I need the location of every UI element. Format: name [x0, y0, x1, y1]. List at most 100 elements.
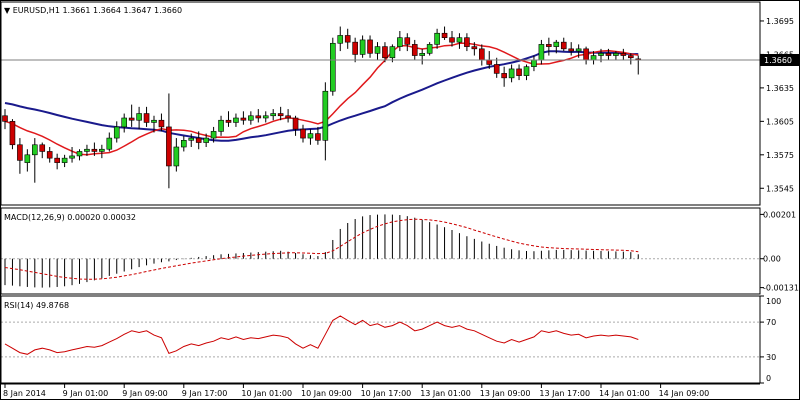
candle: [128, 104, 135, 127]
macd-panel: 0.00201 0.00 -0.00131 MACD(12,26,9) 0.00020…: [1, 210, 799, 293]
candle-body: [456, 37, 463, 43]
candle-body: [61, 157, 68, 163]
candle: [367, 35, 373, 58]
candle: [39, 142, 46, 159]
time-tick-label: 14 Jan 09:00: [659, 389, 710, 398]
candle-body: [248, 115, 254, 121]
candle: [210, 126, 217, 143]
candle: [121, 113, 127, 133]
candle-body: [307, 133, 314, 139]
candle-body: [575, 48, 582, 52]
time-tick-label: 10 Jan 09:00: [301, 389, 352, 398]
candle: [553, 39, 560, 54]
candle-body: [441, 32, 448, 38]
time-tick-label: 9 Jan 17:00: [182, 389, 228, 398]
candle-body: [546, 44, 552, 47]
candle-body: [76, 151, 83, 157]
rsi-tick-label: 0: [766, 374, 771, 383]
candle-body: [508, 68, 515, 79]
candle-body: [627, 55, 634, 59]
candle-body: [322, 90, 329, 141]
candle-body: [344, 35, 351, 43]
candle-body: [374, 46, 381, 54]
macd-tick-label: 0.00201: [763, 210, 796, 219]
candle: [31, 138, 38, 183]
candle-body: [218, 119, 224, 132]
candle-body: [188, 137, 195, 141]
candle: [2, 109, 8, 130]
price-tick-label: 1.3605: [766, 117, 794, 126]
candle-body: [121, 117, 127, 128]
candle-body: [397, 37, 403, 47]
candle-body: [367, 39, 373, 54]
candle-body: [292, 117, 299, 130]
price-tick-label: 1.3545: [766, 184, 794, 193]
candle-body: [46, 151, 53, 159]
candle: [195, 131, 202, 150]
candle: [583, 46, 589, 65]
candle: [255, 109, 262, 123]
candle: [359, 35, 366, 58]
candle-body: [17, 144, 23, 161]
candle-body: [143, 113, 150, 123]
candle: [620, 48, 627, 60]
candle-body: [285, 115, 291, 119]
candle: [218, 115, 224, 136]
candle-body: [233, 117, 239, 123]
candle: [69, 147, 75, 163]
candle: [322, 82, 329, 161]
candle: [382, 42, 388, 63]
candle-body: [478, 48, 485, 61]
candle: [329, 37, 336, 96]
candle: [300, 124, 306, 143]
candle: [270, 109, 277, 121]
candle-body: [54, 157, 60, 163]
price-tick-label: 1.3695: [766, 17, 794, 26]
candle: [262, 111, 269, 123]
candle: [233, 113, 239, 127]
candle: [546, 37, 552, 56]
candle-body: [99, 148, 105, 152]
candle: [9, 119, 16, 150]
candle: [560, 37, 567, 52]
candle-body: [31, 144, 38, 156]
candle: [575, 44, 582, 58]
candle: [136, 106, 142, 130]
candle-body: [158, 119, 165, 128]
candle: [106, 132, 113, 152]
candle-body: [2, 115, 8, 122]
candle-body: [195, 137, 202, 143]
candle-body: [605, 53, 612, 56]
candle: [613, 51, 619, 60]
candle: [605, 48, 612, 60]
candle: [173, 138, 180, 172]
macd-signal-line: [4, 218, 639, 280]
candle-body: [173, 146, 180, 167]
candle-body: [389, 46, 396, 59]
candle: [61, 154, 68, 168]
rsi-header: RSI(14) 49.8768: [4, 301, 69, 310]
candle: [158, 113, 165, 132]
macd-tick-label: 0.00: [763, 255, 781, 264]
candle: [292, 115, 299, 136]
rsi-tick-label: 30: [766, 353, 776, 362]
candle-body: [553, 41, 560, 47]
candle-body: [106, 137, 113, 150]
candle: [508, 64, 515, 83]
candle: [538, 39, 545, 65]
candle-body: [493, 64, 500, 74]
candle-body: [352, 41, 358, 55]
candle-body: [538, 44, 545, 61]
rsi-tick-label: 70: [766, 318, 776, 327]
candle: [426, 42, 433, 56]
price-tick-label: 1.3635: [766, 84, 794, 93]
candle: [84, 144, 90, 156]
candle-body: [225, 119, 232, 123]
current-price-label: 1.3660: [764, 56, 792, 65]
candle: [464, 33, 470, 52]
candle-body: [560, 41, 567, 50]
candle: [352, 37, 358, 63]
candle-body: [166, 126, 172, 167]
candle: [203, 133, 209, 147]
